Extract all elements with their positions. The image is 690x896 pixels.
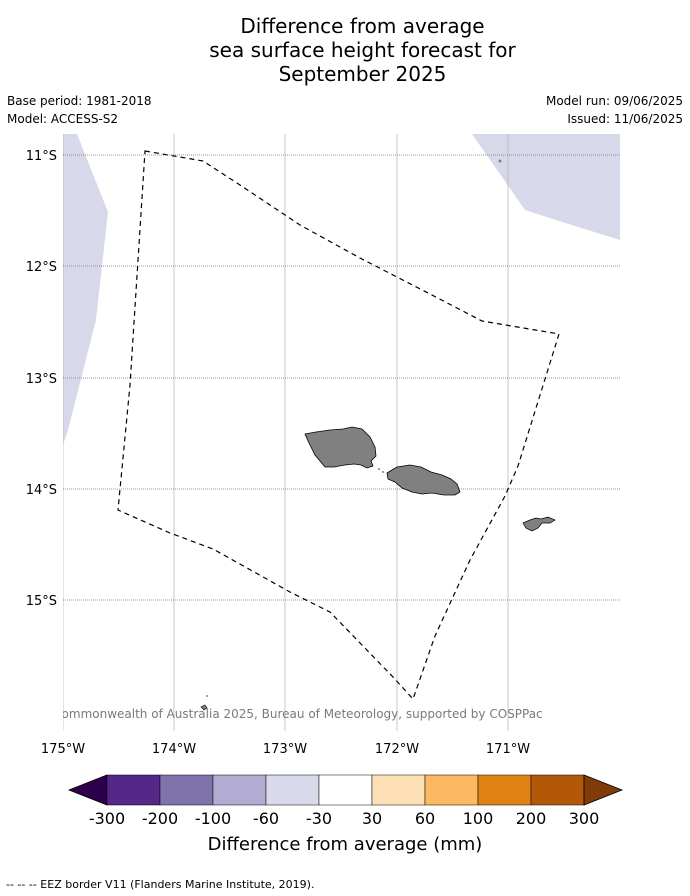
island-upolu [386,464,461,496]
colorbar-swatch-5 [318,774,373,806]
lon-label-174w: 174°W [152,742,196,757]
model-text: Model: ACCESS-S2 [7,112,119,126]
lon-label-175w: 175°W [41,742,85,757]
shade-patch-west [63,134,108,445]
island-south-islet [200,704,208,711]
colorbar-tick-8: 100 [463,809,494,828]
colorbar-tick-6: 30 [362,809,382,828]
lat-label-12s: 12°S [26,260,57,275]
colorbar-tick-9: 200 [516,809,547,828]
colorbar-swatch-3 [212,774,267,806]
island-manono [378,468,380,470]
island-south-dot [206,695,208,697]
colorbar-swatch-6 [371,774,426,806]
lat-label-11s: 11°S [26,149,57,164]
colorbar-swatch-9 [530,774,585,806]
copyright-text: © Commonwealth of Australia 2025, Bureau… [37,707,542,721]
colorbar-tick-2: -200 [142,809,178,828]
colorbar-swatch-1 [106,774,161,806]
colorbar-extend-high [583,774,624,806]
colorbar-tick-3: -100 [195,809,231,828]
shade-patch-northeast [472,134,620,240]
eez-border [117,150,560,701]
colorbar-swatch-7 [424,774,479,806]
colorbar-extend-low [67,774,108,806]
lon-label-172w: 172°W [375,742,419,757]
map-area: © Commonwealth of Australia 2025, Bureau… [37,134,620,731]
model-run-text: Model run: 09/06/2025 [545,94,683,108]
title-line-3: September 2025 [278,62,447,86]
island-savaii [304,426,377,469]
map-title: Difference from average sea surface heig… [0,14,690,86]
graticule [63,134,509,731]
colorbar: -300 -200 -100 -60 -30 30 60 100 200 300… [67,774,624,855]
island-tutuila [522,516,556,532]
colorbar-tick-4: -60 [253,809,279,828]
latitude-labels: 11°S 12°S 13°S 14°S 15°S [26,149,57,609]
colorbar-tick-1: -300 [89,809,125,828]
colorbar-swatch-8 [477,774,532,806]
lon-label-171w: 171°W [486,742,530,757]
lat-label-15s: 15°S [26,594,57,609]
colorbar-swatch-2 [159,774,214,806]
title-line-2: sea surface height forecast for [209,38,516,62]
eez-footnote: -- -- -- EEZ border V11 (Flanders Marine… [6,878,315,891]
lat-label-14s: 14°S [26,483,57,498]
colorbar-swatch-4 [265,774,320,806]
colorbar-tick-7: 60 [415,809,435,828]
longitude-labels: 175°W 174°W 173°W 172°W 171°W [41,742,530,757]
island-swains [498,159,502,163]
colorbar-tick-5: -30 [306,809,332,828]
base-period-text: Base period: 1981-2018 [7,94,152,108]
colorbar-tick-10: 300 [569,809,600,828]
colorbar-label: Difference from average (mm) [208,834,483,855]
issued-text: Issued: 11/06/2025 [567,112,683,126]
lon-label-173w: 173°W [263,742,307,757]
title-line-1: Difference from average [240,14,485,38]
latitude-lines [63,154,620,601]
island-apolima [382,471,384,473]
lat-label-13s: 13°S [26,372,57,387]
